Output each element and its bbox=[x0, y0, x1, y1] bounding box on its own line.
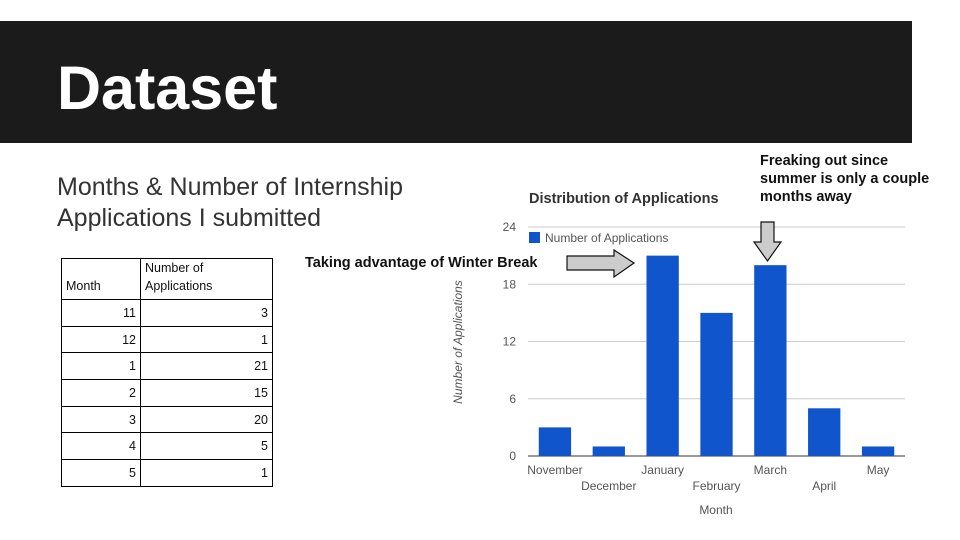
x-tick-label: May bbox=[867, 463, 890, 477]
y-tick-label: 18 bbox=[503, 277, 517, 291]
y-tick-label: 6 bbox=[509, 392, 516, 406]
table-cell-month: 4 bbox=[61, 432, 141, 461]
table-cell-applications: 15 bbox=[140, 379, 273, 407]
y-axis-label: Number of Applications bbox=[451, 280, 465, 404]
legend-label: Number of Applications bbox=[545, 231, 668, 245]
bar-january bbox=[646, 255, 679, 456]
table-cell-applications: 1 bbox=[140, 459, 273, 487]
right-arrow-icon bbox=[566, 249, 636, 279]
table-row: 2 15 bbox=[61, 379, 273, 407]
x-tick-label: January bbox=[641, 463, 684, 477]
chart-legend: Number of Applications bbox=[529, 231, 668, 245]
summer-annotation: Freaking out since summer is only a coup… bbox=[760, 153, 930, 205]
table-cell-month: 5 bbox=[61, 459, 141, 487]
slide-subtitle: Months & Number of Internship Applicatio… bbox=[57, 173, 403, 232]
bar-february bbox=[700, 312, 733, 456]
table-cell-month: 3 bbox=[61, 405, 141, 434]
table-cell-month: 12 bbox=[61, 325, 141, 354]
x-tick-label: December bbox=[581, 479, 636, 493]
table-header-month: Month bbox=[61, 258, 141, 300]
data-table: Month Number of Applications 11 3 12 1 1 21 2 1… bbox=[61, 258, 273, 487]
bar-november bbox=[538, 427, 572, 456]
bar-chart: Distribution of Applications 0 6 12 18 24 No… bbox=[451, 191, 905, 517]
bar-layer bbox=[538, 255, 895, 456]
bar-march bbox=[754, 265, 787, 456]
x-tick-label: March bbox=[754, 463, 787, 477]
x-tick-label: November bbox=[527, 463, 582, 477]
x-tick-label: April bbox=[812, 479, 836, 493]
y-tick-label: 0 bbox=[509, 449, 516, 463]
x-tick-layer: November December January February March Apri… bbox=[527, 463, 889, 493]
title-bar bbox=[0, 21, 912, 143]
x-tick-label: February bbox=[692, 479, 740, 493]
legend-swatch bbox=[529, 232, 540, 243]
table-cell-applications: 5 bbox=[140, 432, 273, 461]
table-row: 11 3 bbox=[61, 299, 273, 327]
table-cell-month: 1 bbox=[61, 352, 141, 381]
table-cell-applications: 1 bbox=[140, 325, 273, 354]
slide-title: Dataset bbox=[57, 54, 278, 122]
table-cell-month: 11 bbox=[61, 299, 141, 327]
y-tick-label: 24 bbox=[503, 220, 517, 234]
x-axis-label: Month bbox=[699, 503, 732, 517]
winter-break-annotation: Taking advantage of Winter Break bbox=[305, 255, 538, 271]
down-arrow-icon bbox=[753, 221, 783, 263]
y-tick-label: 12 bbox=[503, 335, 517, 349]
table-row: 3 20 bbox=[61, 405, 273, 434]
table-cell-month: 2 bbox=[61, 379, 141, 407]
table-header-applications: Number of Applications bbox=[140, 258, 273, 300]
bar-may bbox=[861, 446, 895, 456]
chart-title: Distribution of Applications bbox=[529, 191, 719, 207]
table-cell-applications: 3 bbox=[140, 299, 273, 327]
bar-december bbox=[592, 446, 625, 456]
table-cell-applications: 21 bbox=[140, 352, 273, 381]
table-header-row: Month Number of Applications bbox=[61, 258, 273, 300]
table-cell-applications: 20 bbox=[140, 405, 273, 434]
bar-april bbox=[808, 408, 841, 456]
